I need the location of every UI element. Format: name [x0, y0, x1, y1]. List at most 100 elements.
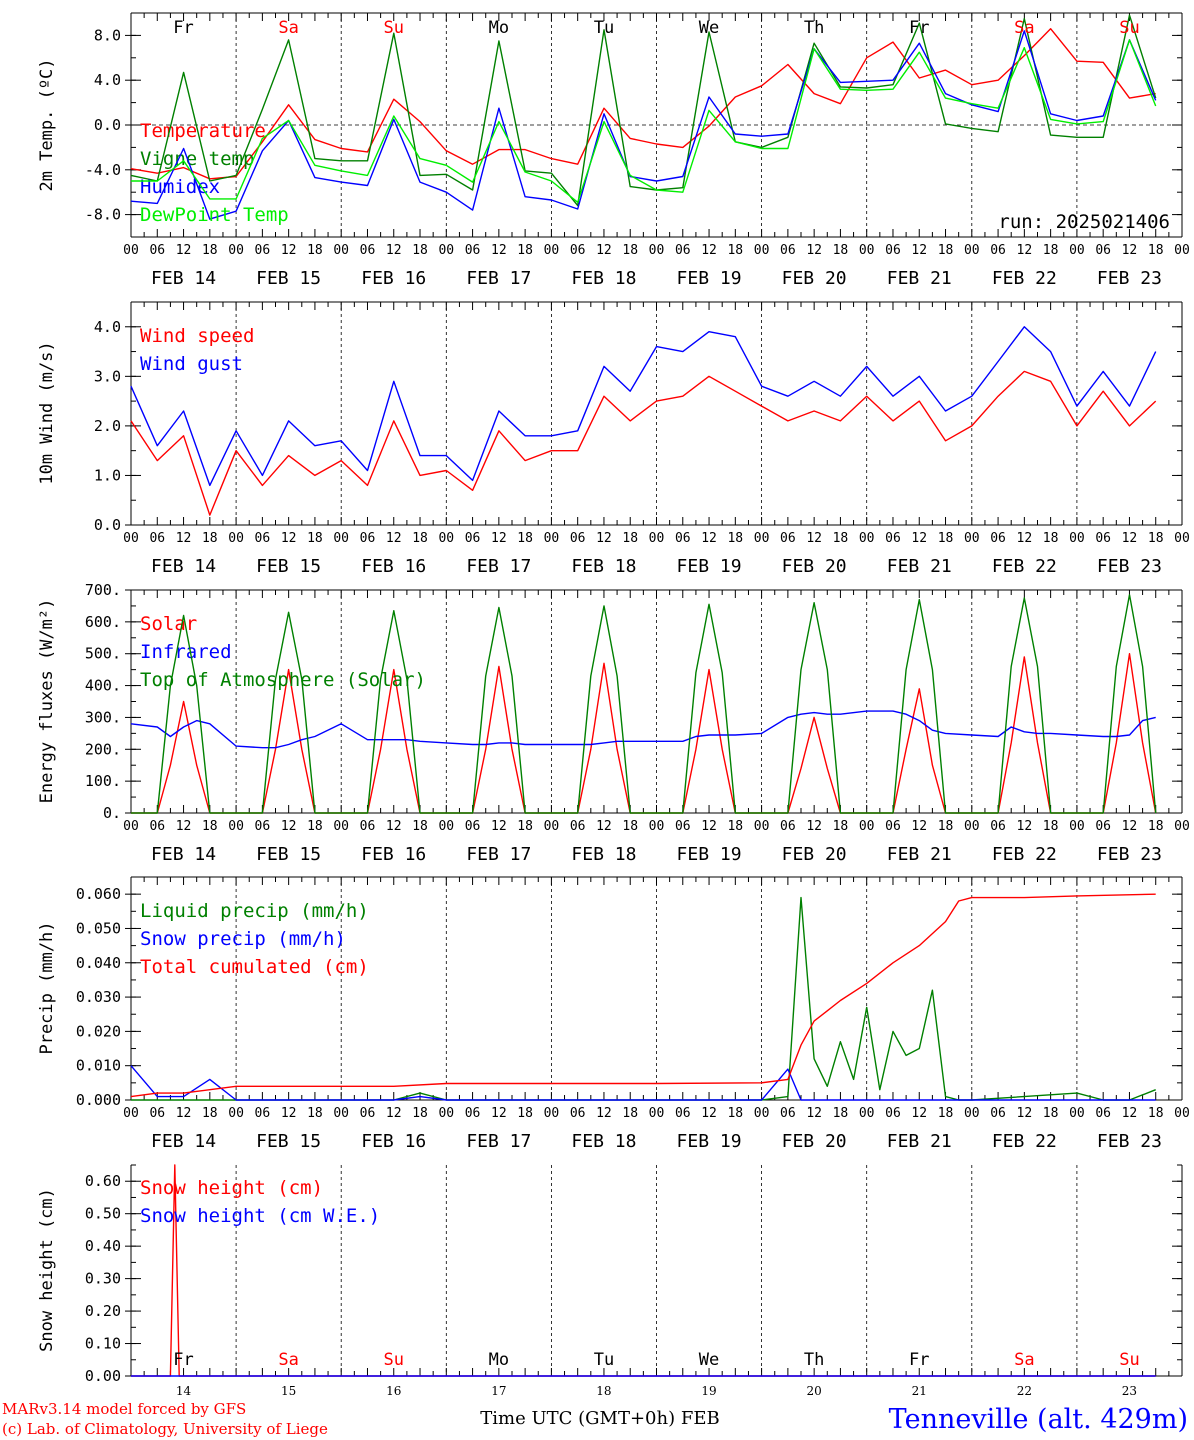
hour-label: 18 [412, 819, 428, 834]
y-axis-label: Precip (mm/h) [37, 921, 57, 1054]
legend-entry: Snow precip (mm/h) [140, 928, 346, 950]
series-line-2-2 [130, 326, 1157, 487]
hour-label: 18 [622, 1106, 638, 1121]
date-label: FEB 17 [466, 268, 531, 289]
hour-label: 12 [176, 1106, 192, 1121]
hour-label: 18 [833, 819, 849, 834]
hour-label: 06 [465, 1106, 481, 1121]
day-number-label: 21 [912, 1384, 927, 1398]
y-tick-label: 2.0 [94, 417, 121, 435]
hour-label: 12 [491, 531, 507, 546]
hour-label: 18 [938, 819, 954, 834]
hour-label: 12 [701, 243, 717, 258]
hour-label: 12 [806, 531, 822, 546]
weekday-label: Su [384, 18, 404, 38]
legend-entry: Snow height (cm) [140, 1177, 323, 1199]
hour-label: 06 [360, 243, 376, 258]
legend-entry: Temperature [140, 120, 266, 142]
hour-label: 00 [859, 819, 875, 834]
date-label: FEB 16 [361, 268, 426, 289]
hour-label: 06 [465, 531, 481, 546]
hour-label: 00 [964, 243, 980, 258]
date-label: FEB 18 [571, 844, 636, 865]
date-label: FEB 16 [361, 556, 426, 577]
y-tick-label: 300. [85, 708, 121, 726]
hour-label: 18 [833, 531, 849, 546]
hour-label: 18 [727, 531, 743, 546]
y-tick-label: 0.060 [76, 885, 121, 903]
panel-2: 0.0 1.0 2.0 3.0 4.0 10m Wind (m/s) Wind speed W… [37, 301, 1190, 577]
hour-label: 00 [123, 819, 139, 834]
hour-label: 12 [596, 1106, 612, 1121]
legend-entry: Solar [140, 613, 197, 635]
hour-label: 00 [123, 243, 139, 258]
hour-label: 12 [1122, 531, 1138, 546]
hour-label: 06 [570, 819, 586, 834]
legend-entry: Total cumulated (cm) [140, 956, 369, 978]
footer-time-axis: Time UTC (GMT+0h) FEB [480, 1408, 719, 1429]
date-label: FEB 14 [151, 556, 216, 577]
hour-label: 12 [1122, 1106, 1138, 1121]
y-tick-label: 0.10 [85, 1335, 121, 1353]
date-label: FEB 23 [1097, 556, 1162, 577]
hour-label: 00 [544, 819, 560, 834]
y-tick-label: 4.0 [94, 71, 121, 89]
hour-label: 12 [386, 531, 402, 546]
hour-label: 06 [675, 243, 691, 258]
hour-label: 18 [1043, 531, 1059, 546]
weekday-label: Mo [489, 18, 509, 38]
hour-label: 00 [1174, 243, 1190, 258]
y-tick-label: 0.50 [85, 1205, 121, 1223]
hour-label: 12 [911, 243, 927, 258]
y-tick-label: 0.020 [76, 1022, 121, 1040]
date-label: FEB 21 [887, 1131, 952, 1152]
y-tick-label: -4.0 [85, 161, 121, 179]
hour-label: 18 [833, 1106, 849, 1121]
legend-entry: DewPoint Temp [140, 204, 289, 226]
y-tick-label: 1.0 [94, 466, 121, 484]
hour-label: 18 [938, 1106, 954, 1121]
hour-label: 06 [780, 243, 796, 258]
date-label: FEB 23 [1097, 268, 1162, 289]
hour-label: 18 [307, 243, 323, 258]
hour-label: 12 [1017, 531, 1033, 546]
series-line-3-3 [131, 594, 1157, 814]
hour-label: 12 [1122, 819, 1138, 834]
hour-label: 00 [333, 1106, 349, 1121]
hour-label: 00 [123, 531, 139, 546]
hour-label: 00 [333, 531, 349, 546]
hour-label: 12 [596, 819, 612, 834]
series-line-4-2 [130, 1065, 1156, 1101]
day-number-label: 20 [807, 1384, 822, 1398]
hour-label: 00 [754, 819, 770, 834]
hour-label: 12 [176, 243, 192, 258]
hour-label: 00 [228, 531, 244, 546]
legend-entry: Top of Atmosphere (Solar) [140, 669, 426, 691]
series-line-2-1 [130, 370, 1157, 516]
y-tick-label: 0.40 [85, 1237, 121, 1255]
weekday-label: Tu [594, 18, 614, 38]
weekday-label: Sa [278, 1350, 298, 1370]
hour-label: 06 [780, 531, 796, 546]
weekday-label: Sa [1014, 1350, 1034, 1370]
y-tick-label: 0.0 [94, 116, 121, 134]
hour-label: 00 [649, 243, 665, 258]
date-label: FEB 23 [1097, 844, 1162, 865]
hour-label: 12 [176, 531, 192, 546]
hour-label: 00 [649, 819, 665, 834]
hour-label: 12 [911, 819, 927, 834]
hour-label: 12 [806, 819, 822, 834]
hour-label: 06 [255, 1106, 271, 1121]
hour-label: 00 [1174, 1106, 1190, 1121]
y-tick-label: -8.0 [85, 206, 121, 224]
hour-label: 18 [833, 243, 849, 258]
day-number-label: 19 [701, 1384, 716, 1398]
weekday-label: Su [1119, 18, 1139, 38]
hour-label: 00 [754, 531, 770, 546]
y-tick-label: 0.00 [85, 1367, 121, 1385]
date-label: FEB 16 [361, 1131, 426, 1152]
y-tick-label: 0.60 [85, 1172, 121, 1190]
hour-label: 18 [307, 531, 323, 546]
date-label: FEB 21 [887, 268, 952, 289]
